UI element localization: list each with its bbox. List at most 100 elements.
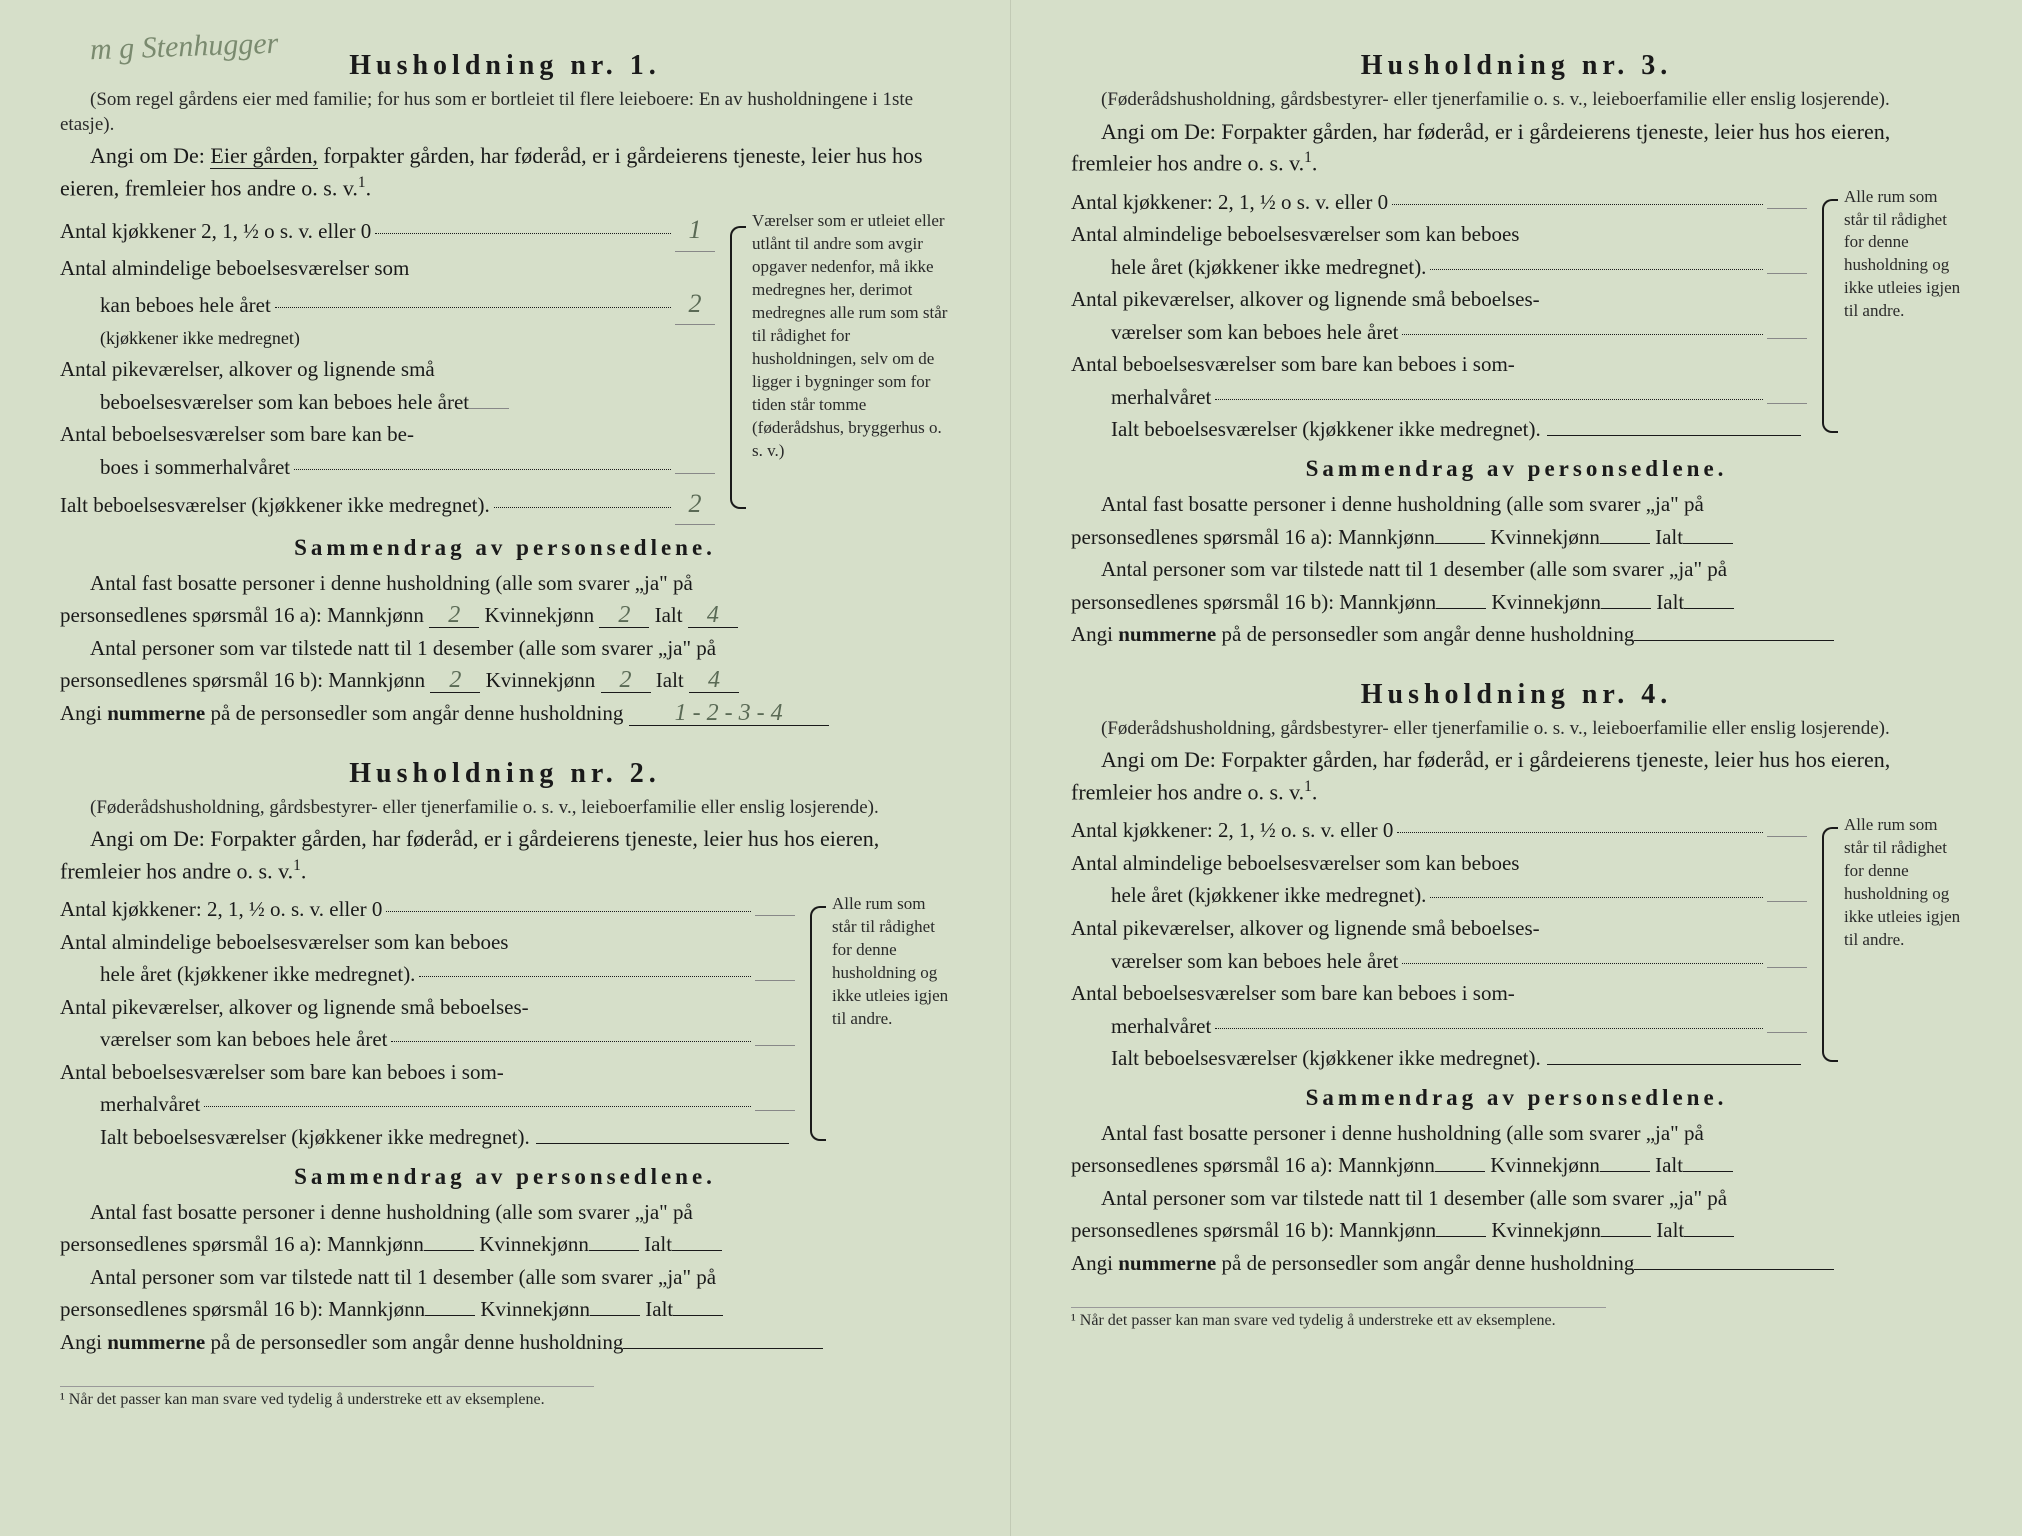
blank <box>424 1250 474 1251</box>
household-2: Husholdning nr. 2. (Føderådshusholdning,… <box>60 758 950 1359</box>
i16a: 4 <box>688 603 738 628</box>
footnote-ref: 1 <box>358 174 366 191</box>
sommer-label2: merhalvåret <box>1111 381 1211 414</box>
blank-value <box>1767 403 1807 404</box>
sommer-line: Antal beboelsesværelser som bare kan beb… <box>1071 977 1807 1010</box>
angi-text: Angi om De: Forpakter gården, har føderå… <box>1071 119 1890 176</box>
sum2b: personsedlenes spørsmål 16 b): Mannkjønn… <box>60 1293 950 1326</box>
sum2b-text: personsedlenes spørsmål 16 b): Mannkjønn <box>60 1297 425 1321</box>
ialt-label: Ialt beboelsesværelser (kjøkkener ikke m… <box>1071 1042 1541 1075</box>
sum1a: Antal fast bosatte personer i denne hush… <box>60 567 950 600</box>
ialt-line: Ialt beboelsesværelser (kjøkkener ikke m… <box>1071 413 1807 446</box>
blank-value <box>755 915 795 916</box>
dots <box>1430 897 1763 898</box>
alm-line-2: kan beboes hele året 2 <box>60 284 715 325</box>
blank <box>1601 1236 1651 1237</box>
blank <box>1683 543 1733 544</box>
sommer-line: Antal beboelsesværelser som bare kan beb… <box>1071 348 1807 381</box>
sommer-line-2: merhalvåret <box>1071 1010 1807 1043</box>
alm-line: Antal almindelige beboelsesværelser som … <box>1071 218 1807 251</box>
household-4: Husholdning nr. 4. (Føderådshusholdning,… <box>1071 679 1962 1280</box>
right-page: Husholdning nr. 3. (Føderådshusholdning,… <box>1011 0 2022 1536</box>
pike-line: Antal pikeværelser, alkover og lignende … <box>1071 912 1807 945</box>
pike-label: Antal pikeværelser, alkover og lignende … <box>1071 283 1540 316</box>
footnote-ref: 1 <box>1304 778 1312 795</box>
dots <box>1397 832 1763 833</box>
alm-label2: hele året (kjøkkener ikke medregnet). <box>100 958 415 991</box>
angi-text: Angi om De: Forpakter gården, har føderå… <box>1071 747 1890 804</box>
ialt-label: Ialt beboelsesværelser (kjøkkener ikke m… <box>60 1121 530 1154</box>
alm-label: Antal almindelige beboelsesværelser som … <box>1071 847 1519 880</box>
ialt-label: Ialt <box>1656 1218 1684 1242</box>
alm-value: 2 <box>675 284 715 325</box>
ialt-line: Ialt beboelsesværelser (kjøkkener ikke m… <box>60 1121 795 1154</box>
pike-line-2: værelser som kan beboes hele året <box>1071 316 1807 349</box>
numline-prefix: Angi <box>60 701 107 725</box>
brace-note-2: Alle rum som står til rådighet for denne… <box>810 893 950 1153</box>
blank <box>1436 1236 1486 1237</box>
angi-prefix: Angi om De: <box>90 143 210 168</box>
sommer-label: Antal beboelsesværelser som bare kan beb… <box>1071 348 1515 381</box>
pike-value <box>469 408 509 409</box>
household-1-angi: Angi om De: Eier gården, forpakter gårde… <box>60 141 950 204</box>
blank-value <box>755 980 795 981</box>
blank-value <box>1767 208 1807 209</box>
blank <box>589 1250 639 1251</box>
ialt-label: Ialt <box>1655 525 1683 549</box>
numline-bold: nummerne <box>107 701 205 725</box>
numline-rest: på de personsedler som angår denne husho… <box>205 701 623 725</box>
household-2-title: Husholdning nr. 2. <box>60 758 950 790</box>
dots <box>494 507 671 508</box>
household-4-paren: (Føderådshusholdning, gårdsbestyrer- ell… <box>1071 717 1962 742</box>
room-section-3: Antal kjøkkener: 2, 1, ½ o s. v. eller 0… <box>1071 186 1962 446</box>
handwritten-annotation: m g Stenhugger <box>89 27 278 68</box>
sommer-value <box>675 473 715 474</box>
m16a: 2 <box>429 603 479 628</box>
blank <box>673 1315 723 1316</box>
sum1b: personsedlenes spørsmål 16 a): Mannkjønn… <box>1071 1149 1962 1182</box>
summary-title-4: Sammendrag av personsedlene. <box>1071 1085 1962 1111</box>
alm-label: Antal almindelige beboelsesværelser som … <box>60 926 508 959</box>
household-3: Husholdning nr. 3. (Føderådshusholdning,… <box>1071 50 1962 651</box>
pike-label2: beboelsesværelser som kan beboes hele år… <box>100 386 469 419</box>
footnote-right: ¹ Når det passer kan man svare ved tydel… <box>1071 1307 1606 1330</box>
kvinne-label: Kvinnekjønn <box>486 668 596 692</box>
dots <box>1402 334 1763 335</box>
kvinne-label: Kvinnekjønn <box>1491 590 1601 614</box>
sommer-line-2: merhalvåret <box>60 1088 795 1121</box>
numline-rest: på de personsedler som angår denne husho… <box>1216 622 1634 646</box>
sum2b-text: personsedlenes spørsmål 16 b): Mannkjønn <box>1071 590 1436 614</box>
blank <box>672 1250 722 1251</box>
ialt-label: Ialt <box>645 1297 673 1321</box>
ialt-line: Ialt beboelsesværelser (kjøkkener ikke m… <box>1071 1042 1807 1075</box>
angi-text: Angi om De: Forpakter gården, har føderå… <box>60 826 879 883</box>
sum1b-text: personsedlenes spørsmål 16 a): Mannkjønn <box>60 1232 424 1256</box>
numline-bold: nummerne <box>107 1330 205 1354</box>
numline-value: 1 - 2 - 3 - 4 <box>629 701 829 726</box>
sommer-line-2: merhalvåret <box>1071 381 1807 414</box>
alm-line-2: hele året (kjøkkener ikke medregnet). <box>1071 251 1807 284</box>
alm-label: Antal almindelige beboelsesværelser som … <box>1071 218 1519 251</box>
dots <box>204 1106 751 1107</box>
dots <box>1402 963 1763 964</box>
ialt-label: Ialt <box>1656 590 1684 614</box>
pike-label: Antal pikeværelser, alkover og lignende … <box>60 353 435 386</box>
blank <box>1601 608 1651 609</box>
blank <box>1436 608 1486 609</box>
ialt-label: Ialt <box>656 668 684 692</box>
pike-line-2: værelser som kan beboes hele året <box>1071 945 1807 978</box>
dots <box>1215 1028 1763 1029</box>
kjokken-line: Antal kjøkkener 2, 1, ½ o s. v. eller 0 … <box>60 210 715 251</box>
blank <box>1684 1236 1734 1237</box>
sum2b-text: personsedlenes spørsmål 16 b): Mannkjønn <box>60 668 425 692</box>
room-lines-2: Antal kjøkkener: 2, 1, ½ o. s. v. eller … <box>60 893 795 1153</box>
sommer-line-1: Antal beboelsesværelser som bare kan be- <box>60 418 715 451</box>
sum2b: personsedlenes spørsmål 16 b): Mannkjønn… <box>1071 1214 1962 1247</box>
room-lines-3: Antal kjøkkener: 2, 1, ½ o s. v. eller 0… <box>1071 186 1807 446</box>
brace-note-1: Værelser som er utleiet eller utlånt til… <box>730 210 950 525</box>
blank <box>1600 1171 1650 1172</box>
rule <box>1547 435 1801 436</box>
rule <box>1547 1064 1801 1065</box>
blank <box>1600 543 1650 544</box>
numline-2: Angi nummerne på de personsedler som ang… <box>60 1326 950 1359</box>
